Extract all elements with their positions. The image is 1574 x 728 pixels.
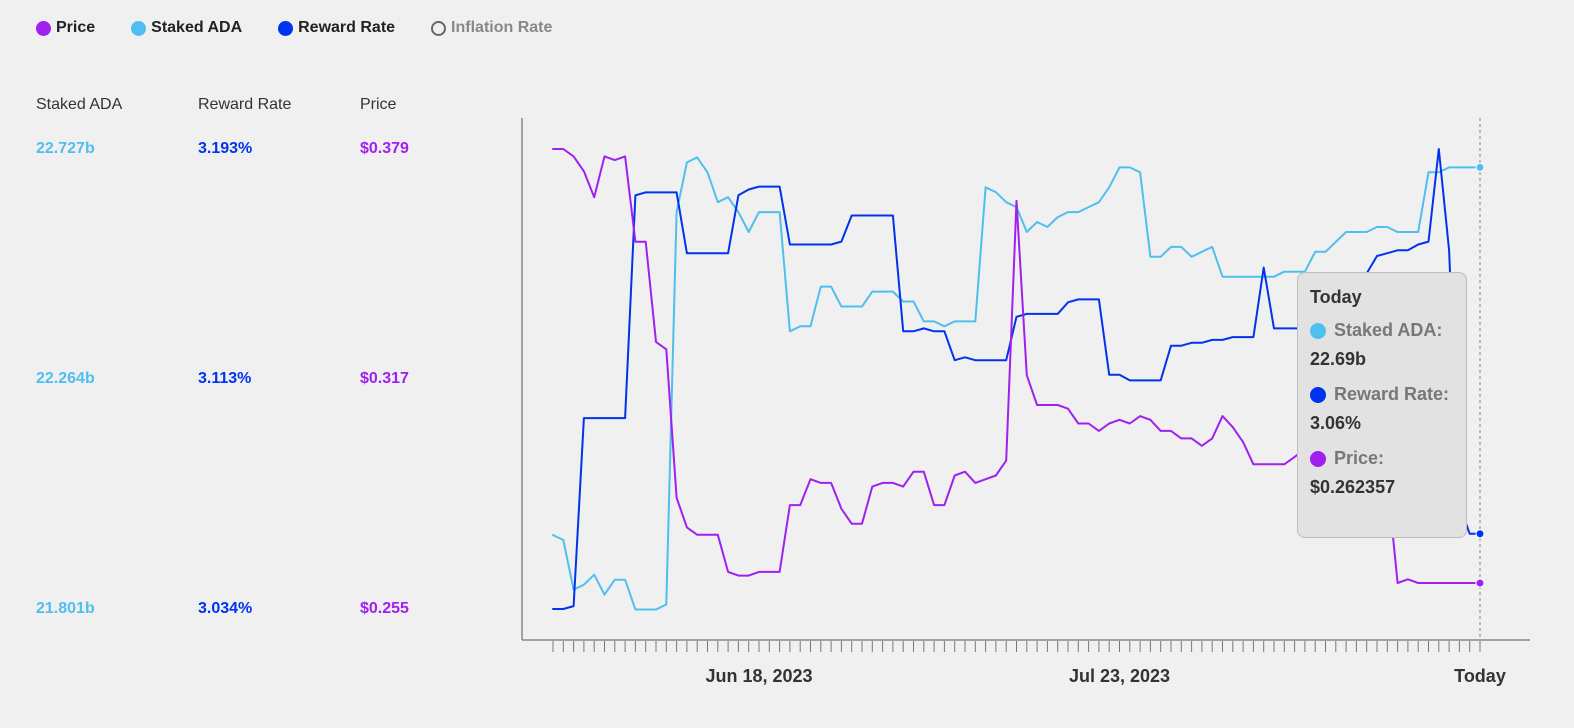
staked-ada-axis-header: Staked ADA: [36, 96, 123, 113]
legend-dot-price: [36, 20, 51, 36]
price-tick-top: $0.379: [360, 140, 409, 157]
legend-label-reward-rate: Reward Rate: [298, 19, 396, 36]
tooltip-price-label: Price:: [1334, 448, 1385, 468]
legend-item-reward-rate[interactable]: Reward Rate: [278, 19, 395, 37]
price-tick-bottom: $0.255: [360, 600, 409, 617]
staked-ada-tick-bottom: 21.801b: [36, 600, 95, 617]
legend-item-inflation-rate[interactable]: Inflation Rate: [431, 19, 552, 37]
reward-rate-tick-bottom: 3.034%: [198, 600, 253, 617]
tooltip-staked-row: Staked ADA:: [1310, 320, 1454, 341]
tooltip-reward-row: Reward Rate:: [1310, 384, 1454, 405]
reward-rate-axis-header: Reward Rate: [198, 96, 292, 113]
staked-ada-tick-mid: 22.264b: [36, 370, 95, 387]
series-end-point-staked-ada: [1475, 162, 1485, 172]
legend-label-staked-ada: Staked ADA: [151, 19, 243, 36]
legend-item-staked-ada[interactable]: Staked ADA: [131, 19, 242, 37]
series-end-point-price: [1475, 578, 1485, 588]
tooltip-reward-label: Reward Rate:: [1334, 384, 1450, 404]
reward-rate-tick-mid: 3.113%: [198, 370, 252, 387]
reward-rate-tick-top: 3.193%: [198, 140, 253, 157]
legend-item-price[interactable]: Price: [36, 19, 95, 37]
legend-label-price: Price: [56, 19, 96, 36]
staked-ada-tick-top: 22.727b: [36, 140, 95, 157]
tooltip-staked-dot: [1310, 322, 1326, 339]
tooltip-price-row: Price:: [1310, 448, 1454, 469]
chart-tooltip: Today Staked ADA: 22.69b Reward Rate: 3.…: [1297, 272, 1467, 538]
price-tick-mid: $0.317: [360, 370, 409, 387]
tooltip-reward-dot: [1310, 386, 1326, 403]
tooltip-title: Today: [1310, 287, 1362, 307]
price-axis-header: Price: [360, 96, 397, 113]
legend-dot-reward-rate: [278, 20, 294, 36]
tooltip-price-value: $0.262357: [1310, 477, 1396, 497]
x-tick-label: Jun 18, 2023: [705, 666, 812, 686]
x-tick-label: Today: [1454, 666, 1506, 686]
series-end-point-reward-rate: [1475, 529, 1485, 539]
legend-label-inflation-rate: Inflation Rate: [451, 19, 553, 36]
tooltip-price-dot: [1310, 450, 1326, 467]
tooltip-reward-value: 3.06%: [1310, 413, 1362, 433]
legend-dot-inflation-rate: [431, 20, 447, 36]
x-tick-label: Jul 23, 2023: [1069, 666, 1170, 686]
legend-dot-staked-ada: [131, 20, 147, 36]
chart-legend: Price Staked ADA Reward Rate Inflation R…: [36, 19, 588, 37]
tooltip-staked-value: 22.69b: [1310, 349, 1367, 369]
tooltip-staked-label: Staked ADA:: [1334, 320, 1443, 340]
